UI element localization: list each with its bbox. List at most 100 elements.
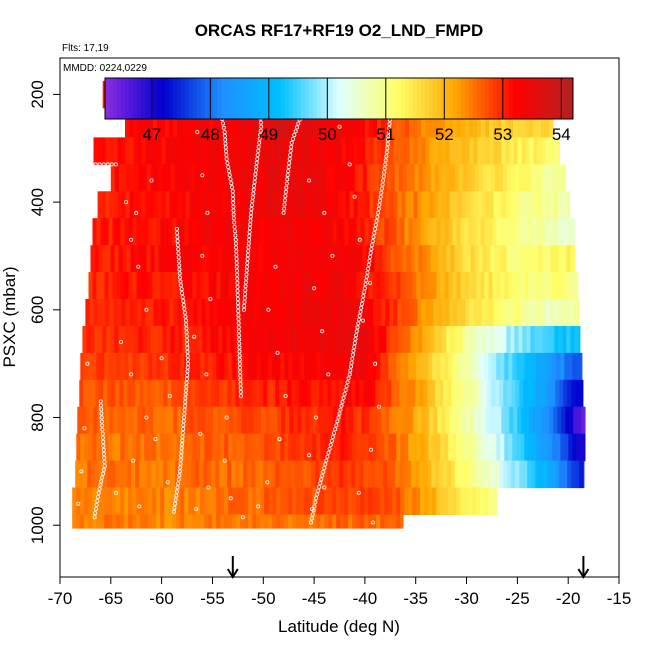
heatmap-cell	[152, 218, 158, 246]
heatmap-cell	[405, 406, 410, 435]
heatmap-cell	[410, 245, 416, 273]
observation-point	[223, 145, 228, 150]
heatmap-cell	[447, 460, 452, 489]
heatmap-cell	[261, 406, 266, 435]
heatmap-cell	[374, 245, 380, 273]
heatmap-cell	[310, 326, 315, 354]
observation-point	[312, 504, 317, 509]
observation-point	[327, 446, 332, 451]
observation-point	[375, 214, 380, 219]
observation-point	[373, 226, 378, 231]
heatmap-cell	[380, 487, 385, 515]
observation-point	[236, 309, 241, 314]
heatmap-cell	[493, 406, 498, 435]
heatmap-cell	[100, 272, 106, 300]
heatmap-cell	[137, 137, 143, 165]
heatmap-cell	[497, 299, 502, 327]
heatmap-cell	[332, 352, 337, 381]
observation-point	[348, 368, 353, 373]
heatmap-cell	[559, 379, 564, 408]
heatmap-cell	[218, 164, 224, 192]
heatmap-cell	[329, 406, 334, 435]
heatmap-cell	[336, 514, 341, 529]
colorbar-segment	[121, 78, 126, 119]
heatmap-cell	[400, 272, 406, 300]
observation-point	[362, 286, 367, 291]
heatmap-cell	[105, 406, 110, 435]
heatmap-cell	[436, 272, 442, 300]
heatmap-cell	[385, 107, 390, 138]
heatmap-cell	[509, 299, 514, 327]
heatmap-cell	[576, 352, 581, 381]
heatmap-cell	[197, 406, 202, 435]
heatmap-cell	[454, 326, 459, 354]
heatmap-cell	[180, 433, 185, 462]
observation-point	[186, 361, 191, 366]
heatmap-cell	[389, 107, 394, 138]
heatmap-cell	[532, 433, 537, 462]
observation-point	[99, 407, 104, 412]
colorbar: 47 48 49 50 51 52 53 54	[104, 77, 574, 144]
heatmap-cell	[526, 164, 532, 192]
heatmap-cell	[365, 299, 370, 327]
colorbar-segment	[553, 78, 558, 119]
colorbar-segment	[469, 78, 474, 119]
observation-point	[315, 492, 320, 497]
heatmap-cell	[72, 514, 77, 529]
heatmap-cell	[328, 487, 333, 515]
heatmap-cell	[205, 299, 210, 327]
heatmap-cell	[204, 433, 209, 462]
heatmap-cell	[472, 272, 478, 300]
heatmap-cell	[496, 218, 502, 246]
colorbar-segment	[301, 78, 306, 119]
heatmap-cell	[365, 191, 371, 219]
colorbar-segment	[525, 78, 530, 119]
heatmap-cell	[460, 218, 466, 246]
heatmap-cell	[127, 379, 132, 408]
heatmap-cell	[554, 326, 559, 354]
heatmap-cell	[88, 514, 93, 529]
observation-point	[180, 291, 185, 296]
heatmap-cell	[260, 487, 265, 515]
heatmap-cell	[296, 487, 301, 515]
colorbar-segment	[237, 78, 242, 119]
heatmap-cell	[385, 406, 390, 435]
heatmap-cell	[205, 191, 211, 219]
heatmap-cell	[429, 191, 435, 219]
heatmap-cell	[472, 218, 478, 246]
heatmap-cell	[164, 487, 169, 515]
heatmap-cell	[124, 433, 129, 462]
heatmap-cell	[440, 218, 446, 246]
colorbar-segment	[285, 78, 290, 119]
heatmap-cell	[310, 164, 316, 192]
heatmap-cell	[167, 460, 172, 489]
heatmap-cell	[522, 245, 528, 273]
heatmap-cell	[472, 352, 477, 381]
heatmap-cell	[317, 137, 323, 165]
heatmap-cell	[241, 406, 246, 435]
observation-point	[119, 340, 124, 345]
heatmap-cell	[482, 164, 488, 192]
heatmap-cell	[208, 272, 214, 300]
observation-point	[176, 251, 181, 256]
heatmap-cell	[138, 164, 144, 192]
heatmap-cell	[152, 272, 158, 300]
observation-point	[277, 437, 282, 442]
heatmap-cell	[382, 164, 388, 192]
observation-point	[102, 455, 107, 460]
y-tick-label: 200	[28, 80, 47, 108]
heatmap-cell	[160, 433, 165, 462]
heatmap-cell	[415, 460, 420, 489]
heatmap-cell	[236, 487, 241, 515]
heatmap-cell	[341, 406, 346, 435]
heatmap-cell	[503, 460, 508, 489]
heatmap-cell	[452, 433, 457, 462]
colorbar-segment	[377, 78, 382, 119]
heatmap-cell	[553, 137, 559, 165]
heatmap-cell	[466, 326, 471, 354]
heatmap-cell	[396, 352, 401, 381]
heatmap-cell	[511, 460, 516, 489]
heatmap-cell	[328, 514, 333, 529]
heatmap-cell	[200, 218, 206, 246]
